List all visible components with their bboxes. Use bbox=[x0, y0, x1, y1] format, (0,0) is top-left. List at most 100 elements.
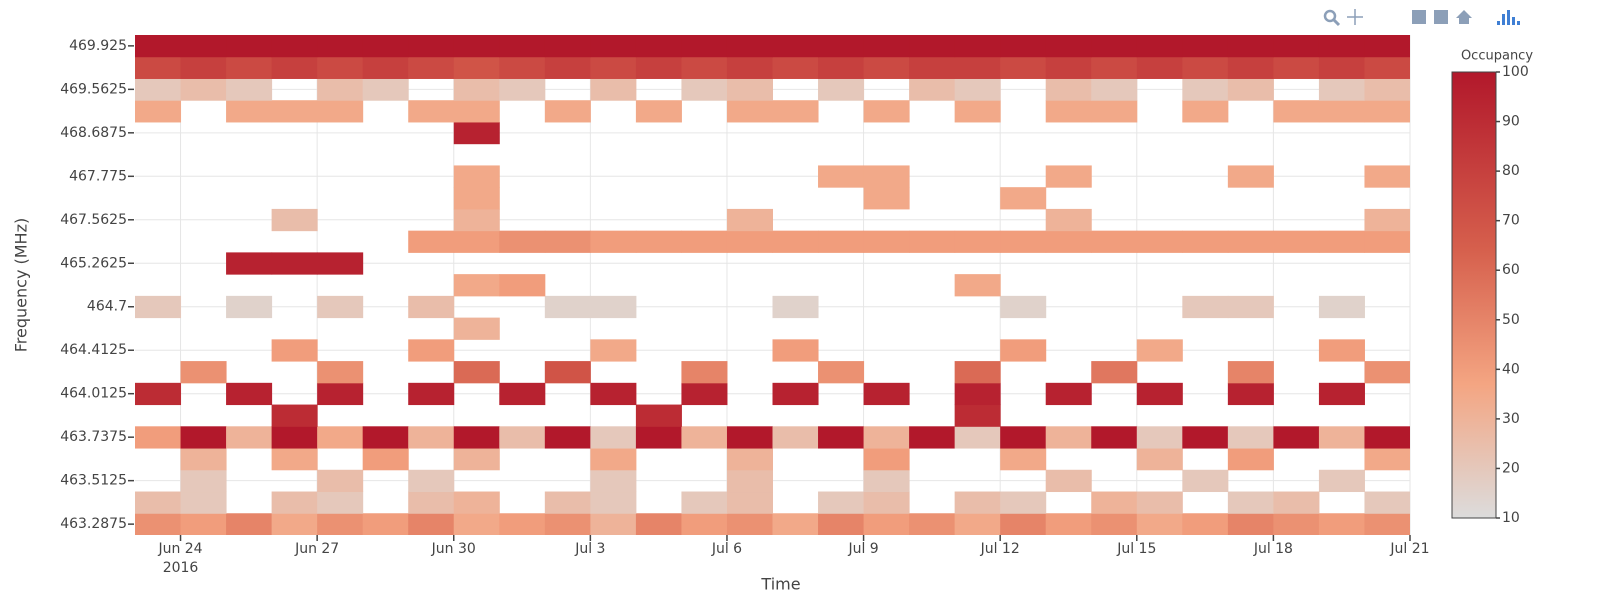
heatmap-cell bbox=[1091, 56, 1138, 79]
heatmap-cell bbox=[1182, 100, 1229, 123]
heatmap-cell bbox=[1182, 426, 1229, 449]
heatmap-cell bbox=[772, 295, 819, 319]
heatmap-cell bbox=[135, 382, 182, 406]
zoom-button[interactable] bbox=[1323, 9, 1341, 27]
heatmap-cell bbox=[681, 426, 728, 449]
heatmap-cell bbox=[544, 35, 591, 58]
heatmap-cell bbox=[1000, 35, 1047, 58]
heatmap-cell bbox=[726, 513, 773, 535]
heatmap-cell bbox=[954, 78, 1001, 101]
heatmap-cell bbox=[453, 165, 500, 188]
heatmap-cell bbox=[1182, 78, 1229, 101]
heatmap-cell bbox=[590, 56, 637, 79]
zoom-in-button[interactable] bbox=[1412, 10, 1426, 24]
heatmap-cell bbox=[1136, 491, 1183, 514]
heatmap-cell bbox=[635, 230, 682, 253]
heatmap-cell bbox=[954, 404, 1001, 427]
heatmap-cell bbox=[453, 187, 500, 210]
colorbar-title: Occupancy bbox=[1461, 49, 1533, 64]
heatmap-cell bbox=[1364, 78, 1410, 101]
heatmap-cell bbox=[499, 513, 546, 535]
heatmap-cell bbox=[408, 100, 455, 123]
heatmap-cell bbox=[317, 252, 364, 275]
heatmap-cell bbox=[453, 230, 500, 253]
heatmap-cell bbox=[1227, 361, 1274, 384]
heatmap-cell bbox=[180, 448, 227, 471]
toolbar bbox=[1323, 9, 1520, 27]
heatmap-cell bbox=[1136, 230, 1183, 253]
heatmap-cell bbox=[818, 35, 865, 58]
heatmap-cell bbox=[863, 448, 910, 471]
heatmap-cell bbox=[180, 513, 227, 535]
heatmap-cell bbox=[180, 56, 227, 79]
heatmap-cell bbox=[180, 361, 227, 384]
heatmap-cell bbox=[1182, 230, 1229, 253]
home-button[interactable] bbox=[1456, 10, 1472, 24]
heatmap-cell bbox=[590, 339, 637, 362]
heatmap-cell bbox=[909, 78, 956, 101]
heatmap-cell bbox=[909, 230, 956, 253]
heatmap-cell bbox=[635, 404, 682, 427]
heatmap-cell bbox=[226, 56, 273, 79]
heatmap-cell bbox=[1045, 35, 1092, 58]
heatmap-cell bbox=[590, 78, 637, 101]
heatmap-cell bbox=[635, 56, 682, 79]
y-axis-title: Frequency (MHz) bbox=[12, 218, 31, 352]
heatmap-cell bbox=[1227, 491, 1274, 514]
colorbar bbox=[1451, 71, 1497, 519]
heatmap-cell bbox=[453, 35, 500, 58]
heatmap-cell bbox=[499, 78, 546, 101]
heatmap-cell bbox=[863, 469, 910, 493]
heatmap-cell bbox=[453, 100, 500, 123]
zoom-out-button[interactable] bbox=[1434, 10, 1448, 24]
heatmap-cell bbox=[226, 35, 273, 58]
heatmap-cell bbox=[590, 35, 637, 58]
heatmap-cell bbox=[863, 187, 910, 210]
colorbar-tick-label: 80 bbox=[1502, 163, 1520, 179]
x-tick-label: Jul 6 bbox=[711, 541, 742, 557]
heatmap-cell bbox=[544, 361, 591, 384]
y-tick-label: 464.0125 bbox=[60, 386, 127, 402]
heatmap-cell bbox=[453, 121, 500, 145]
heatmap-cell bbox=[135, 295, 182, 319]
heatmap-cell bbox=[1273, 513, 1320, 535]
heatmap-cell bbox=[1000, 448, 1047, 471]
heatmap-cell bbox=[453, 317, 500, 340]
heatmap-cell bbox=[1318, 295, 1365, 319]
heatmap-cell bbox=[772, 513, 819, 535]
heatmap-cell bbox=[408, 295, 455, 319]
heatmap-cell bbox=[954, 230, 1001, 253]
heatmap-cell bbox=[453, 78, 500, 101]
heatmap-cell bbox=[1091, 35, 1138, 58]
heatmap-cell bbox=[1136, 35, 1183, 58]
heatmap-cell bbox=[590, 469, 637, 493]
heatmap-cell bbox=[681, 230, 728, 253]
x-tick-label: Jul 9 bbox=[847, 541, 878, 557]
x-tick-label: Jul 21 bbox=[1389, 541, 1429, 557]
heatmap-cell bbox=[909, 35, 956, 58]
heatmap-cell bbox=[1364, 448, 1410, 471]
heatmap-cell bbox=[1227, 295, 1274, 319]
heatmap-cell bbox=[271, 404, 318, 427]
heatmap-cell bbox=[726, 491, 773, 514]
heatmap-cell bbox=[1227, 230, 1274, 253]
heatmap-cell bbox=[1091, 491, 1138, 514]
heatmap-cell bbox=[954, 56, 1001, 79]
heatmap-cell bbox=[1136, 426, 1183, 449]
x-tick-label: Jun 24 2016 bbox=[157, 541, 202, 576]
heatmap-cell bbox=[453, 361, 500, 384]
heatmap-cell bbox=[362, 513, 409, 535]
heatmap-cell bbox=[499, 35, 546, 58]
heatmap-cell bbox=[1136, 382, 1183, 406]
y-tick-label: 463.2875 bbox=[60, 516, 127, 532]
y-tick-label: 469.925 bbox=[69, 38, 127, 54]
pan-button[interactable] bbox=[1347, 9, 1363, 25]
heatmap-cell bbox=[681, 491, 728, 514]
heatmap-cell bbox=[818, 230, 865, 253]
heatmap-cell bbox=[1136, 56, 1183, 79]
x-tick-label: Jul 15 bbox=[1116, 541, 1156, 557]
plotly-logo[interactable] bbox=[1497, 10, 1520, 25]
heatmap-cell bbox=[271, 426, 318, 449]
heatmap-cell bbox=[362, 448, 409, 471]
heatmap-cell bbox=[1318, 426, 1365, 449]
